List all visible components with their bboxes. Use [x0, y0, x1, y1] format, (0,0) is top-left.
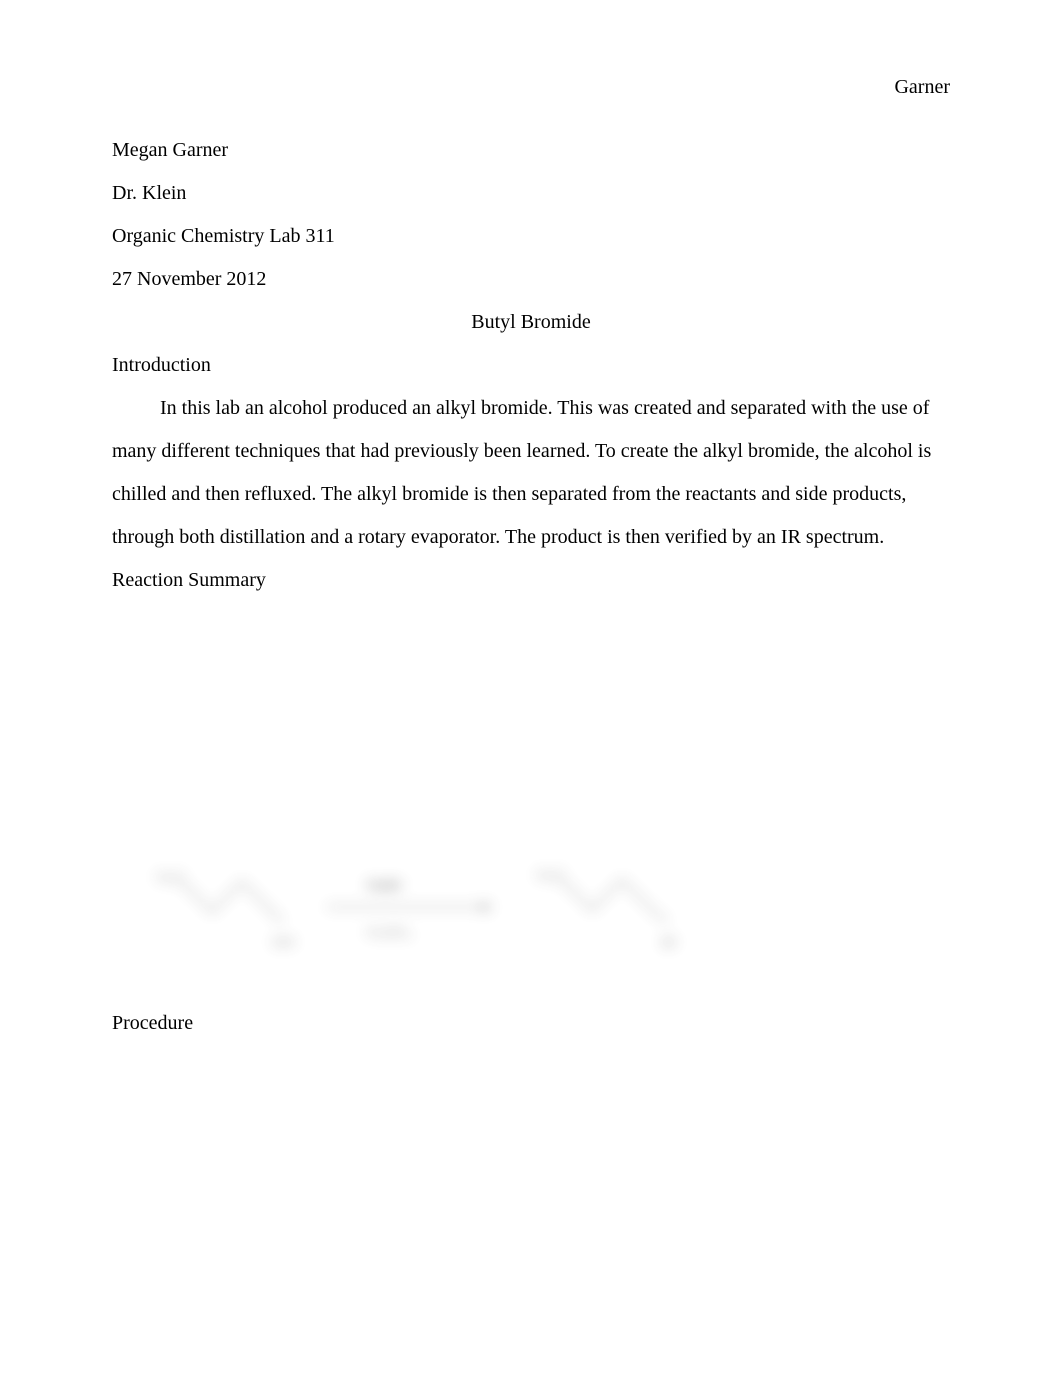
- procedure-heading: Procedure: [112, 1002, 950, 1045]
- product-top-label: H₃C: [537, 867, 565, 884]
- reaction-arrow-head: [482, 902, 492, 912]
- reagent-left-top-label: H₃C: [157, 869, 185, 886]
- reaction-svg: H₃C OH NaBr H₂SO₄ H₃C Br: [122, 862, 722, 982]
- reaction-summary-heading: Reaction Summary: [112, 559, 950, 602]
- date-line: 27 November 2012: [112, 258, 950, 301]
- instructor-line: Dr. Klein: [112, 172, 950, 215]
- document-title: Butyl Bromide: [112, 301, 950, 344]
- reagent-skeleton: [182, 882, 282, 922]
- arrow-bottom-label: H₂SO₄: [367, 924, 411, 941]
- introduction-body: In this lab an alcohol produced an alkyl…: [112, 387, 950, 559]
- reaction-diagram: H₃C OH NaBr H₂SO₄ H₃C Br: [112, 602, 950, 1002]
- author-line: Megan Garner: [112, 129, 950, 172]
- product-bottom-label: Br: [662, 934, 677, 951]
- course-line: Organic Chemistry Lab 311: [112, 215, 950, 258]
- product-skeleton: [562, 880, 667, 922]
- reagent-left-bottom-label: OH: [272, 934, 295, 951]
- page: Garner Megan Garner Dr. Klein Organic Ch…: [0, 0, 1062, 1105]
- running-head: Garner: [112, 66, 950, 109]
- arrow-top-label: NaBr: [367, 877, 403, 894]
- introduction-heading: Introduction: [112, 344, 950, 387]
